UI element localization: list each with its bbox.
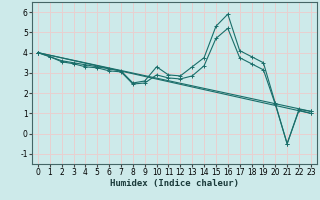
X-axis label: Humidex (Indice chaleur): Humidex (Indice chaleur) <box>110 179 239 188</box>
